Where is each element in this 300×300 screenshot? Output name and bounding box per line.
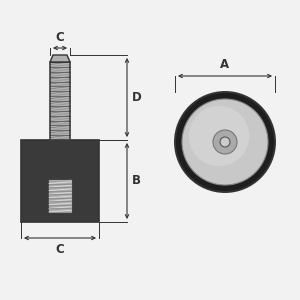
- Bar: [49, 180, 71, 212]
- Text: A: A: [220, 58, 230, 71]
- Circle shape: [182, 99, 268, 185]
- Text: C: C: [56, 31, 64, 44]
- Circle shape: [189, 106, 249, 166]
- Text: C: C: [56, 243, 64, 256]
- Bar: [21, 140, 99, 222]
- Polygon shape: [50, 55, 70, 62]
- Text: D: D: [132, 91, 142, 104]
- Circle shape: [175, 92, 275, 192]
- Text: B: B: [132, 175, 141, 188]
- Circle shape: [220, 137, 230, 147]
- Bar: [50, 62, 70, 140]
- Circle shape: [213, 130, 237, 154]
- Bar: [50, 62, 70, 140]
